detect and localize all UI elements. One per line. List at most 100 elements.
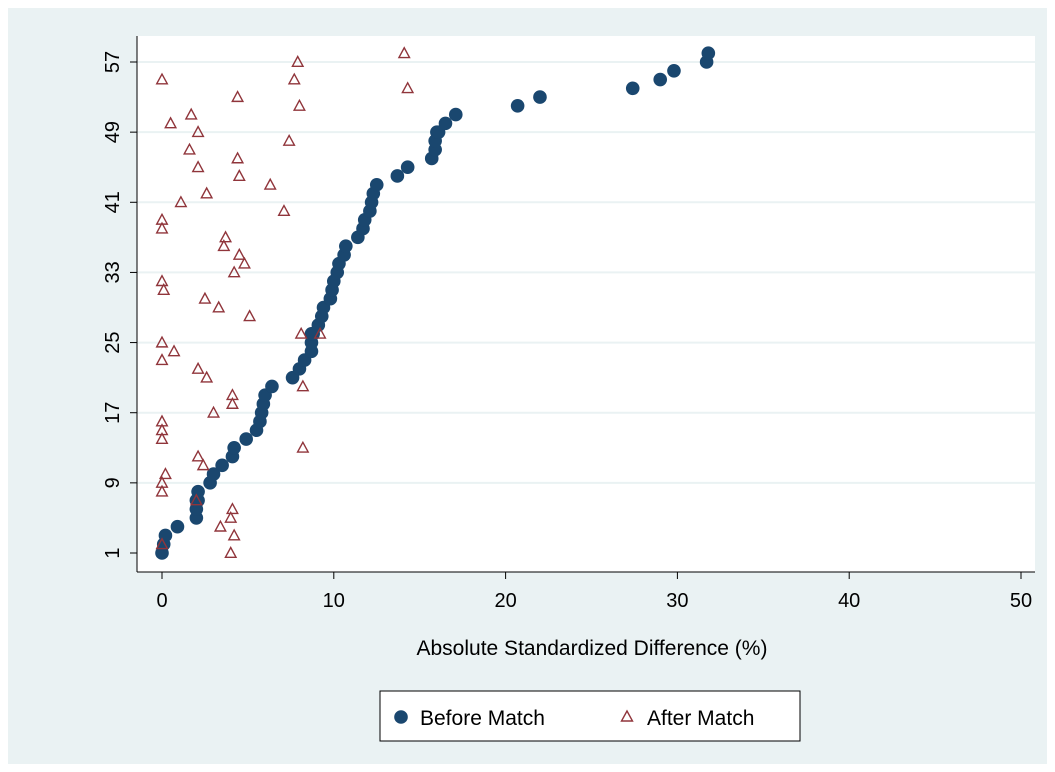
axes: 1 9 17 25 33 41 49 57 0 10 20 30 40 50 bbox=[102, 36, 1035, 612]
point-before-match bbox=[215, 458, 229, 473]
x-tick-label: 50 bbox=[1010, 590, 1032, 612]
point-before-match bbox=[625, 81, 640, 96]
legend-label-after-match: After Match bbox=[647, 707, 754, 730]
point-after-match bbox=[232, 169, 246, 181]
point-after-match bbox=[155, 335, 169, 348]
series-after-match bbox=[155, 46, 415, 558]
point-after-match bbox=[224, 510, 238, 523]
point-after-match bbox=[243, 309, 257, 322]
point-after-match bbox=[207, 405, 221, 418]
point-after-match bbox=[287, 72, 301, 85]
point-before-match bbox=[667, 63, 681, 78]
y-tick-label: 57 bbox=[102, 51, 124, 73]
point-after-match bbox=[155, 72, 169, 85]
point-after-match bbox=[200, 186, 214, 199]
x-axis-title: Absolute Standardized Difference (%) bbox=[417, 637, 768, 660]
point-after-match bbox=[155, 423, 169, 436]
point-after-match bbox=[164, 116, 178, 129]
point-before-match bbox=[227, 440, 241, 455]
point-after-match bbox=[219, 230, 233, 243]
point-before-match bbox=[400, 160, 415, 175]
point-after-match bbox=[158, 467, 172, 480]
series-before-match bbox=[155, 46, 716, 560]
point-after-match bbox=[167, 344, 181, 357]
point-after-match bbox=[225, 502, 239, 515]
point-after-match bbox=[155, 537, 169, 550]
point-after-match bbox=[155, 432, 169, 445]
point-after-match bbox=[200, 370, 214, 383]
legend-label-before-match: Before Match bbox=[420, 707, 545, 730]
point-after-match bbox=[227, 265, 241, 278]
point-after-match bbox=[155, 475, 169, 488]
point-after-match bbox=[198, 291, 212, 304]
point-after-match bbox=[191, 160, 205, 173]
gridlines bbox=[137, 61, 1035, 484]
point-after-match bbox=[231, 90, 245, 103]
plot-area bbox=[137, 36, 1035, 572]
point-after-match bbox=[282, 133, 296, 146]
point-before-match bbox=[653, 72, 668, 87]
y-tick-label: 41 bbox=[102, 191, 124, 213]
point-after-match bbox=[213, 519, 227, 532]
point-before-match bbox=[701, 46, 716, 61]
point-after-match bbox=[263, 177, 277, 190]
x-tick-label: 20 bbox=[494, 590, 516, 612]
x-tick-label: 10 bbox=[323, 590, 345, 612]
x-tick-label: 0 bbox=[156, 590, 167, 612]
point-after-match bbox=[401, 81, 415, 94]
point-before-match bbox=[369, 177, 384, 192]
point-after-match bbox=[155, 484, 169, 497]
point-after-match bbox=[294, 326, 308, 339]
point-after-match bbox=[155, 414, 169, 427]
point-after-match bbox=[397, 46, 411, 59]
x-tick-label: 30 bbox=[666, 590, 688, 612]
y-tick-label: 9 bbox=[102, 477, 124, 488]
point-before-match bbox=[448, 107, 463, 122]
legend-marker-before-match bbox=[394, 710, 408, 724]
point-before-match bbox=[265, 379, 279, 394]
point-after-match bbox=[217, 239, 231, 252]
point-after-match bbox=[191, 449, 205, 462]
point-before-match bbox=[191, 484, 205, 499]
point-after-match bbox=[174, 195, 188, 208]
point-before-match bbox=[533, 90, 547, 104]
point-after-match bbox=[155, 353, 169, 366]
point-after-match bbox=[183, 142, 196, 155]
point-after-match bbox=[191, 361, 205, 374]
point-before-match bbox=[438, 116, 453, 131]
y-tick-label: 17 bbox=[102, 402, 124, 424]
point-after-match bbox=[291, 55, 305, 68]
point-before-match bbox=[510, 99, 525, 113]
y-tick-label: 25 bbox=[102, 331, 124, 353]
point-after-match bbox=[231, 151, 245, 164]
point-after-match bbox=[212, 300, 226, 313]
point-after-match bbox=[225, 396, 239, 409]
point-after-match bbox=[237, 256, 251, 269]
y-tick-label: 1 bbox=[102, 547, 124, 558]
legend: Before Match After Match bbox=[379, 690, 801, 742]
point-before-match bbox=[239, 432, 253, 446]
legend-marker-after-match bbox=[620, 709, 634, 722]
point-after-match bbox=[191, 125, 205, 138]
point-before-match bbox=[339, 239, 353, 253]
x-tick-label: 40 bbox=[838, 590, 860, 612]
point-after-match bbox=[296, 379, 310, 392]
point-after-match bbox=[225, 388, 239, 401]
point-before-match bbox=[206, 467, 221, 481]
point-after-match bbox=[184, 107, 198, 120]
point-after-match bbox=[155, 212, 169, 225]
legend-box bbox=[379, 690, 801, 742]
point-after-match bbox=[232, 247, 246, 260]
point-after-match bbox=[296, 440, 310, 453]
point-after-match bbox=[189, 493, 203, 506]
point-after-match bbox=[155, 274, 169, 287]
point-after-match bbox=[224, 546, 238, 558]
point-after-match bbox=[277, 204, 291, 217]
point-before-match bbox=[170, 519, 185, 534]
y-tick-label: 49 bbox=[102, 121, 124, 143]
point-after-match bbox=[155, 221, 169, 234]
point-after-match bbox=[313, 326, 327, 339]
point-before-match bbox=[390, 169, 405, 183]
point-after-match bbox=[157, 282, 171, 295]
